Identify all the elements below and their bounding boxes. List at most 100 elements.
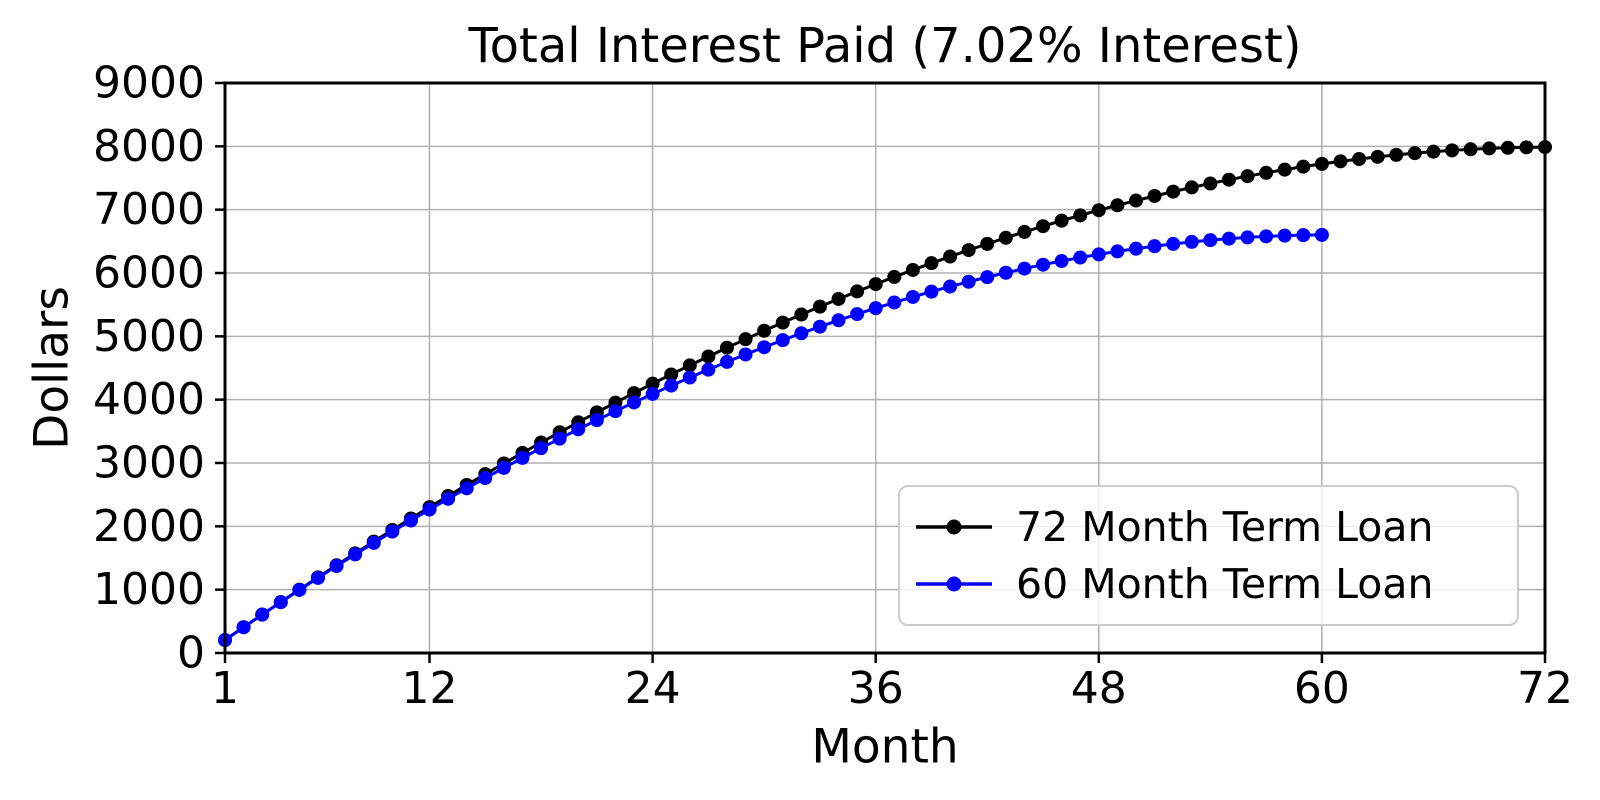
data-point [478, 471, 493, 486]
data-point [589, 413, 604, 428]
data-point [924, 256, 939, 271]
y-tick-label: 9000 [93, 58, 205, 109]
data-point [887, 295, 902, 310]
data-point [1463, 142, 1478, 157]
legend-item-72-month-term: 72 Month Term Loan [914, 506, 1517, 548]
legend: 72 Month Term Loan 60 Month Term Loan [898, 485, 1519, 626]
data-point [682, 358, 697, 373]
data-point [664, 378, 679, 393]
data-point [1296, 228, 1311, 243]
data-point [794, 307, 809, 322]
data-point [422, 502, 437, 517]
data-point [812, 319, 827, 334]
data-point [1128, 241, 1143, 256]
legend-line-sample-60 [916, 576, 992, 592]
data-point [1333, 154, 1348, 169]
data-point [1482, 141, 1497, 156]
data-point [1017, 261, 1032, 276]
y-tick-label: 0 [177, 628, 205, 679]
y-tick-label: 1000 [93, 564, 205, 615]
legend-marker-dot [946, 519, 962, 535]
data-point [943, 249, 958, 264]
data-point [757, 340, 772, 355]
data-point [831, 291, 846, 306]
data-point [664, 367, 679, 382]
data-point [1240, 230, 1255, 245]
data-point [1054, 213, 1069, 228]
data-point [1073, 208, 1088, 223]
data-point [534, 441, 549, 456]
data-point [1221, 172, 1236, 187]
data-point [887, 269, 902, 284]
data-point [496, 460, 511, 475]
chart-title: Total Interest Paid (7.02% Interest) [467, 18, 1301, 74]
data-point [348, 547, 363, 562]
data-point [1203, 233, 1218, 248]
data-point [1426, 144, 1441, 159]
data-point [255, 607, 270, 622]
x-tick-label: 48 [1071, 663, 1127, 714]
data-point [1352, 152, 1367, 166]
x-tick-label: 12 [402, 663, 458, 714]
data-point [1110, 198, 1125, 213]
data-point [310, 570, 325, 585]
series-60-month-term-loan [218, 227, 1329, 648]
data-point [850, 307, 865, 322]
y-tick-label: 2000 [93, 501, 205, 552]
data-point [645, 376, 660, 391]
data-point [441, 491, 456, 506]
data-point [738, 332, 753, 347]
data-point [627, 395, 642, 410]
data-point [868, 277, 883, 292]
data-point [1500, 140, 1515, 155]
data-point [775, 333, 790, 348]
data-point [1314, 227, 1329, 242]
data-point [1445, 143, 1460, 158]
x-tick-label: 24 [625, 663, 681, 714]
data-point [998, 265, 1013, 280]
data-point [552, 431, 567, 446]
y-tick-label: 7000 [93, 184, 205, 235]
data-point [1166, 184, 1181, 199]
data-point [1184, 180, 1199, 195]
data-point [905, 289, 920, 304]
data-point [1184, 234, 1199, 249]
data-point [794, 326, 809, 341]
data-point [1221, 231, 1236, 246]
data-point [1128, 193, 1143, 208]
data-point [292, 582, 307, 597]
data-point [738, 347, 753, 362]
data-point [1519, 140, 1534, 155]
data-point [608, 404, 623, 419]
data-point [682, 370, 697, 385]
x-tick-label: 36 [848, 663, 904, 714]
data-point [1091, 203, 1106, 218]
data-point [1259, 165, 1274, 180]
data-point [719, 340, 734, 355]
data-point [645, 386, 660, 401]
data-point [329, 559, 344, 574]
data-point [236, 620, 251, 635]
data-point [905, 262, 920, 277]
data-point [1203, 176, 1218, 191]
x-tick-label: 1 [211, 663, 239, 714]
series-group [218, 140, 1552, 648]
legend-item-60-month-term: 60 Month Term Loan [914, 563, 1517, 605]
data-point [812, 299, 827, 314]
data-point [943, 279, 958, 294]
y-tick-label: 6000 [93, 248, 205, 299]
data-point [1036, 257, 1051, 272]
data-point [775, 315, 790, 330]
data-point [1277, 162, 1292, 177]
data-point [515, 450, 530, 465]
y-tick-label: 4000 [93, 374, 205, 425]
x-tick-label: 72 [1517, 663, 1573, 714]
data-point [961, 243, 976, 258]
data-point [366, 535, 381, 550]
legend-marker-dot [946, 576, 962, 592]
y-tick-label: 8000 [93, 121, 205, 172]
data-point [701, 349, 716, 364]
data-point [868, 301, 883, 316]
